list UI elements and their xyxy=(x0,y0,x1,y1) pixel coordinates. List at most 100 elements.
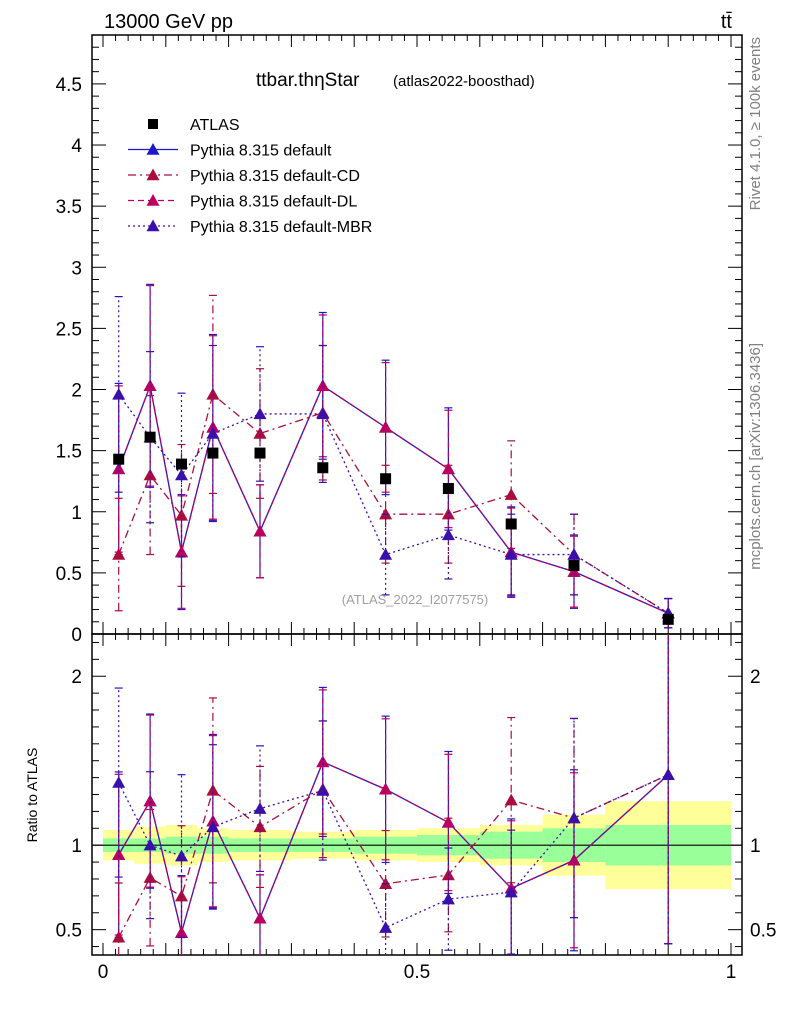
atlas-data-point xyxy=(442,483,454,495)
atlas-data-point xyxy=(254,447,266,459)
ratio-series-marker xyxy=(316,784,330,796)
series-line xyxy=(118,383,669,614)
atlas-data-point xyxy=(113,453,125,465)
ratio-series-1 xyxy=(112,634,675,955)
x-tick-label: 1 xyxy=(726,962,737,983)
series-marker xyxy=(112,462,126,475)
series-marker xyxy=(504,488,518,500)
ratio-series-marker xyxy=(504,885,518,898)
series-line xyxy=(118,393,669,614)
series-2 xyxy=(112,285,675,629)
ratio-series-marker xyxy=(567,853,581,866)
ratio-series-marker xyxy=(567,811,581,824)
y-tick-label: 4 xyxy=(71,136,82,157)
legend-marker xyxy=(146,168,160,181)
ratio-series-marker xyxy=(206,783,220,796)
series-marker xyxy=(316,379,330,392)
ratio-series-marker xyxy=(504,793,518,806)
ratio-series-marker xyxy=(112,776,126,788)
y-tick-label: 4.5 xyxy=(56,75,82,96)
legend-atlas-marker xyxy=(148,119,158,129)
series-marker xyxy=(143,379,157,392)
ratio-y-tick-label: 1 xyxy=(71,836,82,857)
series-marker xyxy=(112,387,126,400)
ratio-series-marker xyxy=(379,877,393,889)
x-tick-label: 0 xyxy=(98,962,109,983)
rivet-version-label: Rivet 4.1.0, ≥ 100k events xyxy=(747,37,764,210)
ratio-series-marker xyxy=(112,930,126,943)
atlas-data-point xyxy=(380,473,392,485)
ratio-series-marker xyxy=(206,820,220,833)
series-marker xyxy=(175,468,188,481)
y-tick-label: 2 xyxy=(71,381,82,402)
chart-title-suffix: (atlas2022-boosthad) xyxy=(393,73,535,90)
ratio-y-axis-label: Ratio to ATLAS xyxy=(24,748,40,843)
ratio-uncertainty-bands xyxy=(92,801,742,890)
process-label: tt̄ xyxy=(721,11,733,33)
legend-label: Pythia 8.315 default xyxy=(190,143,332,160)
ratio-series-marker xyxy=(441,892,455,905)
series-marker xyxy=(504,548,518,560)
atlas-data-point xyxy=(207,447,219,459)
legend-label: Pythia 8.315 default-MBR xyxy=(190,219,372,236)
ratio-panel-axes: 0 0.5 1 0.5 0.5 1 1 2 2 xyxy=(56,35,776,983)
series-marker xyxy=(379,548,393,560)
ratio-series-marker xyxy=(175,849,188,862)
legend-marker xyxy=(146,194,160,206)
ratio-series-0 xyxy=(112,634,675,955)
ratio-series-marker xyxy=(661,768,675,780)
x-tick-label: 0.5 xyxy=(404,962,430,983)
legend: ATLAS Pythia 8.315 default Pythia 8.315 de… xyxy=(128,117,372,236)
y-tick-label: 2.5 xyxy=(56,319,82,340)
series-line xyxy=(118,394,669,614)
ratio-y-tick-label-right: 2 xyxy=(750,667,761,688)
series-marker xyxy=(379,507,393,520)
mcplots-label: mcplots.cern.ch [arXiv:1306.3436] xyxy=(747,343,764,570)
series-marker xyxy=(379,420,393,433)
ratio-y-tick-label: 0.5 xyxy=(56,921,82,942)
series-marker xyxy=(112,548,126,560)
ratio-series-marker xyxy=(379,921,393,933)
atlas-data-point xyxy=(662,613,674,625)
series-marker xyxy=(206,427,220,439)
y-tick-label: 1.5 xyxy=(56,442,82,463)
legend-label: Pythia 8.315 default-DL xyxy=(190,194,357,211)
series-marker xyxy=(441,462,455,475)
chart-title: ttbar.thηStar xyxy=(256,70,360,91)
ratio-frame xyxy=(91,633,743,956)
ratio-series-2 xyxy=(112,634,675,955)
ratio-panel-series xyxy=(112,634,675,955)
atlas-data xyxy=(113,431,674,625)
atlas-data-point xyxy=(144,431,156,443)
series-marker xyxy=(441,528,455,541)
ratio-series-line xyxy=(118,761,669,936)
series-marker xyxy=(253,427,267,439)
ratio-series-marker xyxy=(143,794,157,807)
atlas-data-point xyxy=(505,518,517,530)
energy-label: 13000 GeV pp xyxy=(104,11,233,33)
legend-marker xyxy=(146,143,160,155)
legend-label: Pythia 8.315 default-CD xyxy=(190,168,360,185)
y-tick-label: 0 xyxy=(71,625,82,646)
y-tick-label: 3 xyxy=(71,258,82,279)
ratio-series-marker xyxy=(143,838,157,851)
legend-marker xyxy=(146,219,160,232)
y-tick-label: 0.5 xyxy=(56,564,82,585)
atlas-data-point xyxy=(568,560,580,572)
ratio-y-tick-label-right: 1 xyxy=(750,836,761,857)
ratio-series-marker xyxy=(253,802,267,814)
series-marker xyxy=(253,524,267,537)
series-marker xyxy=(316,407,330,420)
main-panel-axes: 0 0.5 1 1.5 2 2.5 3 3.5 4 4.5 xyxy=(56,34,743,646)
y-tick-label: 1 xyxy=(71,503,82,524)
ratio-y-tick-label-right: 0.5 xyxy=(750,921,776,942)
ratio-series-3 xyxy=(112,634,675,955)
atlas-data-point xyxy=(317,462,329,474)
series-1 xyxy=(112,294,675,629)
series-marker xyxy=(567,548,581,560)
ratio-series-marker xyxy=(379,782,393,795)
ratio-series-marker xyxy=(441,815,455,828)
series-line xyxy=(118,383,669,614)
legend-atlas-label: ATLAS xyxy=(190,117,240,134)
